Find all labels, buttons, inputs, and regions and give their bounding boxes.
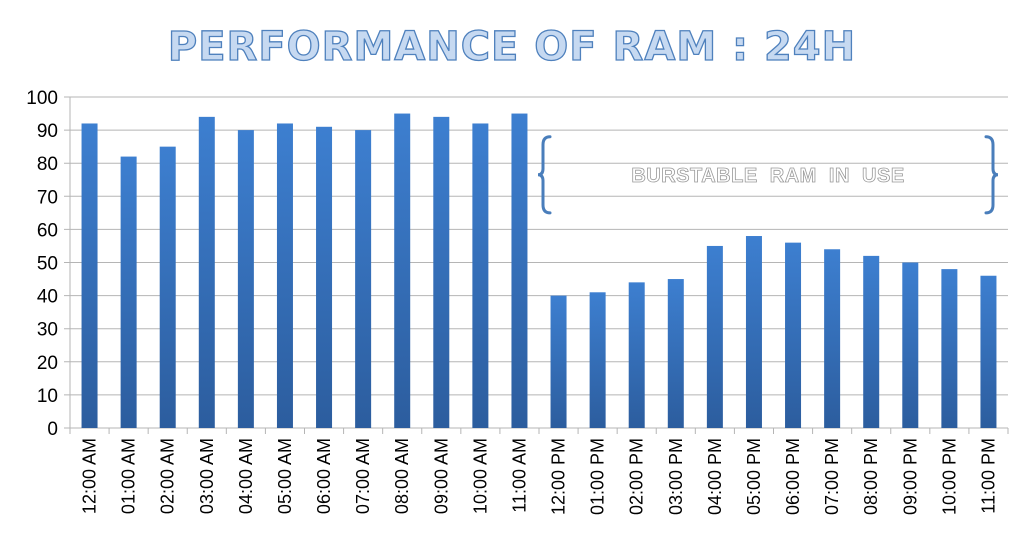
x-tick-label: 01:00 AM — [119, 438, 139, 514]
bar — [316, 126, 333, 428]
annotation-text: BURSTABLE RAM IN USE — [631, 165, 904, 187]
bar — [159, 146, 176, 428]
x-tick-label: 03:00 AM — [197, 438, 217, 514]
bar — [433, 116, 450, 429]
bar — [355, 130, 372, 428]
gridlines — [64, 96, 1008, 429]
left-brace — [537, 135, 552, 215]
x-tick-label: 10:00 PM — [939, 438, 959, 515]
bar — [745, 236, 762, 428]
x-tick-label: 09:00 AM — [431, 438, 451, 514]
bar — [902, 262, 919, 428]
x-axis: 12:00 AM 01:00 AM 02:00 AM 03:00 AM 04:00 AM… — [80, 428, 1009, 515]
bar — [472, 123, 489, 428]
y-tick-label: 20 — [37, 353, 58, 374]
y-axis: 0 10 20 30 40 50 60 70 80 90 100 — [26, 88, 71, 440]
x-tick-label: 11:00 PM — [978, 438, 998, 514]
bar — [198, 116, 215, 429]
y-tick-label: 30 — [37, 320, 58, 341]
x-tick-label: 02:00 PM — [627, 438, 647, 515]
x-tick-label: 08:00 AM — [392, 438, 412, 514]
x-tick-label: 07:00 PM — [822, 438, 842, 515]
x-tick-label: 11:00 AM — [509, 438, 529, 513]
right-brace — [984, 135, 999, 215]
x-tick-label: 08:00 PM — [861, 438, 881, 515]
x-tick-label: 06:00 AM — [314, 438, 334, 514]
y-tick-label: 10 — [37, 386, 58, 407]
chart-title: PERFORMANCE OF RAM : 24H — [168, 24, 856, 70]
x-tick-label: 12:00 AM — [80, 438, 100, 514]
bar — [120, 156, 137, 428]
y-tick-label: 0 — [47, 419, 58, 440]
bar — [237, 130, 254, 428]
bar — [863, 255, 880, 428]
bar — [511, 113, 528, 429]
bar — [276, 123, 293, 428]
y-tick-label: 50 — [37, 254, 58, 275]
bar — [589, 292, 606, 428]
bar — [394, 113, 411, 429]
y-tick-label: 70 — [37, 187, 58, 208]
bars — [81, 113, 997, 429]
y-tick-label: 60 — [37, 220, 58, 241]
x-tick-label: 02:00 AM — [158, 438, 178, 514]
x-tick-label: 04:00 AM — [236, 438, 256, 514]
x-tick-label: 10:00 AM — [470, 438, 490, 514]
x-tick-label: 07:00 AM — [353, 438, 373, 514]
bar — [667, 279, 684, 428]
x-tick-label: 09:00 PM — [900, 438, 920, 515]
bar — [824, 249, 841, 428]
y-tick-label: 100 — [26, 88, 58, 109]
bar — [785, 242, 802, 428]
annotation: BURSTABLE RAM IN USE — [537, 135, 999, 215]
x-tick-label: 01:00 PM — [588, 438, 608, 515]
x-tick-label: 06:00 PM — [783, 438, 803, 515]
x-tick-label: 05:00 PM — [744, 438, 764, 515]
x-tick-label: 04:00 PM — [705, 438, 725, 515]
x-tick-label: 05:00 AM — [275, 438, 295, 514]
y-tick-label: 90 — [37, 121, 58, 142]
bar — [941, 269, 958, 428]
bar — [706, 245, 723, 428]
x-tick-label: 03:00 PM — [666, 438, 686, 515]
y-tick-label: 80 — [37, 154, 58, 175]
x-tick-label: 12:00 PM — [549, 438, 569, 515]
y-tick-label: 40 — [37, 287, 58, 308]
bar — [628, 282, 645, 428]
bar — [550, 295, 567, 428]
bar — [980, 275, 997, 428]
bar — [81, 123, 98, 428]
